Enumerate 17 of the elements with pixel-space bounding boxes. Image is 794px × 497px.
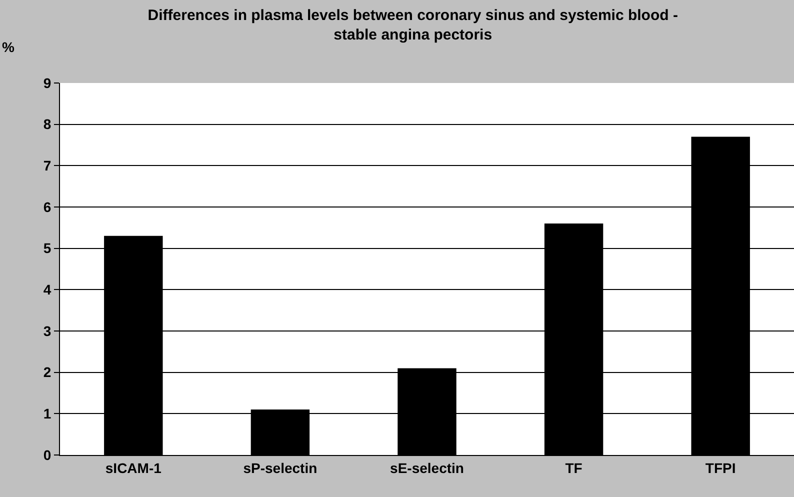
y-axis-title: % (2, 39, 15, 55)
x-tick-label: sICAM-1 (105, 460, 162, 476)
y-tick-label: 5 (43, 240, 52, 256)
y-tick-label: 1 (43, 406, 52, 422)
y-tick-label: 3 (43, 322, 52, 339)
x-tick-label: sP-selectin (243, 460, 318, 476)
x-tick-label: sE-selectin (390, 460, 464, 476)
y-tick-label: 4 (43, 282, 52, 298)
y-tick-label: 9 (43, 74, 52, 91)
y-tick-label: 0 (43, 446, 52, 463)
x-tick-label: TF (565, 460, 583, 476)
x-tick-label: TFPI (705, 460, 736, 476)
chart-title: Differences in plasma levels between coronary sinus and systemic blood - stable angina pectoris (148, 6, 678, 44)
y-tick-label: 8 (43, 116, 52, 132)
y-tick-label: 2 (43, 364, 52, 380)
y-tick-label: 6 (43, 198, 52, 215)
y-tick-label: 7 (43, 158, 52, 174)
